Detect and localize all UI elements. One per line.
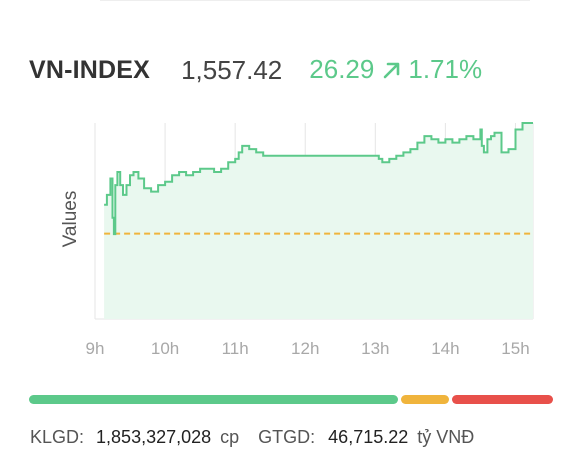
index-change-percent: 1.71% (408, 53, 483, 84)
chart-area-fill (104, 123, 533, 319)
trading-summary: KLGD: 1,853,327,028 cp GTGD: 46,715.22 t… (30, 427, 474, 448)
chart-series-line (104, 122, 533, 236)
index-header: VN-INDEX 1,557.42 26.29 1.71% (29, 50, 482, 90)
x-tick-label: 15h (501, 339, 529, 358)
x-tick-label: 11h (222, 339, 249, 358)
turnover-label: GTGD: (258, 427, 316, 447)
volume-value: 1,853,327,028 (96, 427, 212, 447)
top-divider (100, 0, 530, 1)
volume-unit: cp (220, 427, 240, 447)
index-value: 1,557.42 (181, 54, 283, 85)
x-tick-label: 13h (361, 339, 389, 358)
x-tick-label: 9h (86, 339, 105, 358)
volume-label: KLGD: (30, 427, 85, 447)
unchanged-segment (401, 395, 449, 404)
index-change: 26.29 1.71% (309, 54, 482, 87)
x-tick-label: 10h (151, 339, 179, 358)
index-intraday-chart: 9h 10h 11h 12h 13h 14h 15h Values (60, 122, 534, 358)
x-tick-label: 14h (431, 339, 459, 358)
index-change-points: 26.29 (309, 53, 375, 84)
index-name: VN-INDEX (29, 55, 151, 84)
turnover-unit: tỷ VNĐ (417, 427, 475, 447)
decliners-segment (451, 395, 553, 404)
x-axis-ticks: 9h 10h 11h 12h 13h 14h 15h (86, 339, 530, 358)
y-axis-label: Values (60, 191, 81, 248)
x-tick-label: 12h (291, 339, 319, 358)
arrow-up-right-icon (382, 56, 402, 87)
turnover-value: 46,715.22 (328, 427, 409, 447)
advancers-segment (29, 395, 399, 404)
market-breadth-bar (29, 395, 553, 404)
